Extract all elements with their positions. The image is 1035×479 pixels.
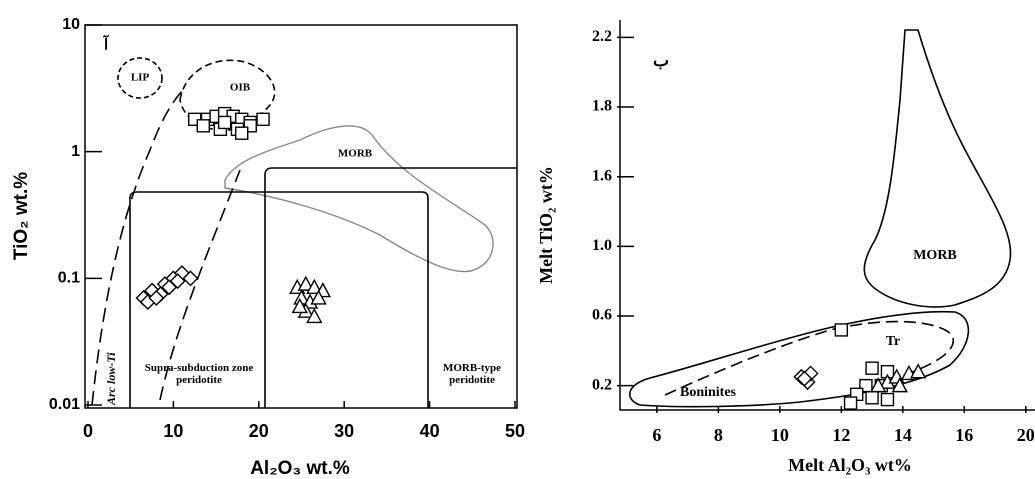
data-point — [148, 289, 165, 306]
x-tick-label: 6 — [652, 425, 661, 445]
x-tick-label: 40 — [420, 421, 440, 441]
x-tick-label: 10 — [163, 421, 183, 441]
axis-frame — [619, 20, 1035, 411]
data-point — [865, 361, 879, 375]
y-tick-label: 1.0 — [592, 237, 612, 254]
y-tick-label: 10 — [62, 16, 80, 33]
data-point — [169, 273, 186, 290]
lip-field — [117, 57, 163, 99]
x-tick-label: 0 — [83, 421, 93, 441]
morb-type-field — [264, 167, 517, 408]
data-point — [235, 126, 249, 140]
field-label: MORB — [913, 248, 957, 263]
y-tick-label: 0.01 — [49, 396, 80, 413]
morb-field — [863, 29, 1012, 308]
field-label: Tr — [886, 334, 901, 349]
supra-subduction-field — [129, 191, 429, 408]
x-tick-label: 16 — [955, 425, 973, 445]
data-point — [834, 323, 849, 337]
data-point — [306, 307, 323, 324]
data-point — [843, 396, 858, 410]
data-point — [256, 112, 270, 127]
morb-field — [224, 125, 494, 273]
field-label-box: Supra-subduction zone peridotite — [144, 362, 254, 386]
x-tick-label: 20 — [1017, 425, 1035, 445]
field-label: MORB-type peridotite — [442, 362, 502, 386]
right-panel: ب MORB Tr Boninites Melt Al₂O₃ wt% Melt … — [536, 20, 1035, 475]
y-tick-label: 0.2 — [592, 376, 612, 393]
y-axis-label: Melt TiO₂ wt% — [536, 166, 556, 284]
y-tick-label: 0.1 — [58, 270, 80, 287]
y-tick-label: 1 — [71, 143, 80, 160]
field-label: LIP — [131, 72, 150, 84]
oib-field — [179, 59, 276, 131]
data-point — [870, 377, 887, 393]
arc-boundary — [91, 87, 186, 406]
x-tick-label: 8 — [714, 425, 723, 445]
field-label: Arc low-Ti — [104, 352, 118, 406]
x-axis-label: Melt Al₂O₃ wt% — [788, 455, 912, 475]
data-point — [306, 278, 323, 294]
data-point — [297, 275, 314, 291]
y-tick-label: 2.2 — [592, 28, 612, 45]
panel-label: ب — [653, 51, 669, 70]
arc-boundary — [159, 169, 241, 401]
x-tick-label: 30 — [334, 421, 354, 441]
plot-frame — [84, 24, 518, 409]
x-tick-label: 10 — [771, 425, 789, 445]
data-point — [217, 115, 232, 130]
left-panel: آ LIP OIB MORB Arc low-Ti Supra-subducti… — [11, 16, 525, 479]
field-label: MORB — [338, 148, 373, 160]
y-axis-label: TiO₂ wt.% — [11, 172, 32, 260]
x-axis-label: Al₂O₃ wt.% — [250, 458, 350, 479]
data-point — [910, 363, 927, 379]
y-tick-label: 0.6 — [592, 307, 612, 324]
tr-field — [664, 320, 955, 396]
data-point — [796, 370, 813, 387]
data-point — [182, 270, 199, 287]
field-label-box: MORB-type peridotite — [442, 362, 502, 386]
data-point — [891, 377, 908, 393]
y-tick-label: 1.8 — [592, 98, 612, 115]
x-tick-label: 14 — [894, 425, 912, 445]
data-point — [865, 391, 879, 405]
field-label: OIB — [230, 82, 251, 94]
x-tick-label: 12 — [832, 425, 850, 445]
field-label: Supra-subduction zone peridotite — [144, 362, 254, 386]
x-tick-label: 20 — [249, 421, 269, 441]
data-point — [196, 119, 210, 133]
y-tick-label: 1.6 — [592, 167, 612, 184]
data-point — [291, 297, 308, 314]
boninite-field — [629, 310, 970, 408]
x-tick-label: 50 — [505, 421, 525, 441]
panel-label: آ — [103, 34, 110, 53]
data-point — [880, 392, 895, 407]
field-label: Boninites — [680, 385, 737, 400]
data-point — [310, 289, 327, 305]
